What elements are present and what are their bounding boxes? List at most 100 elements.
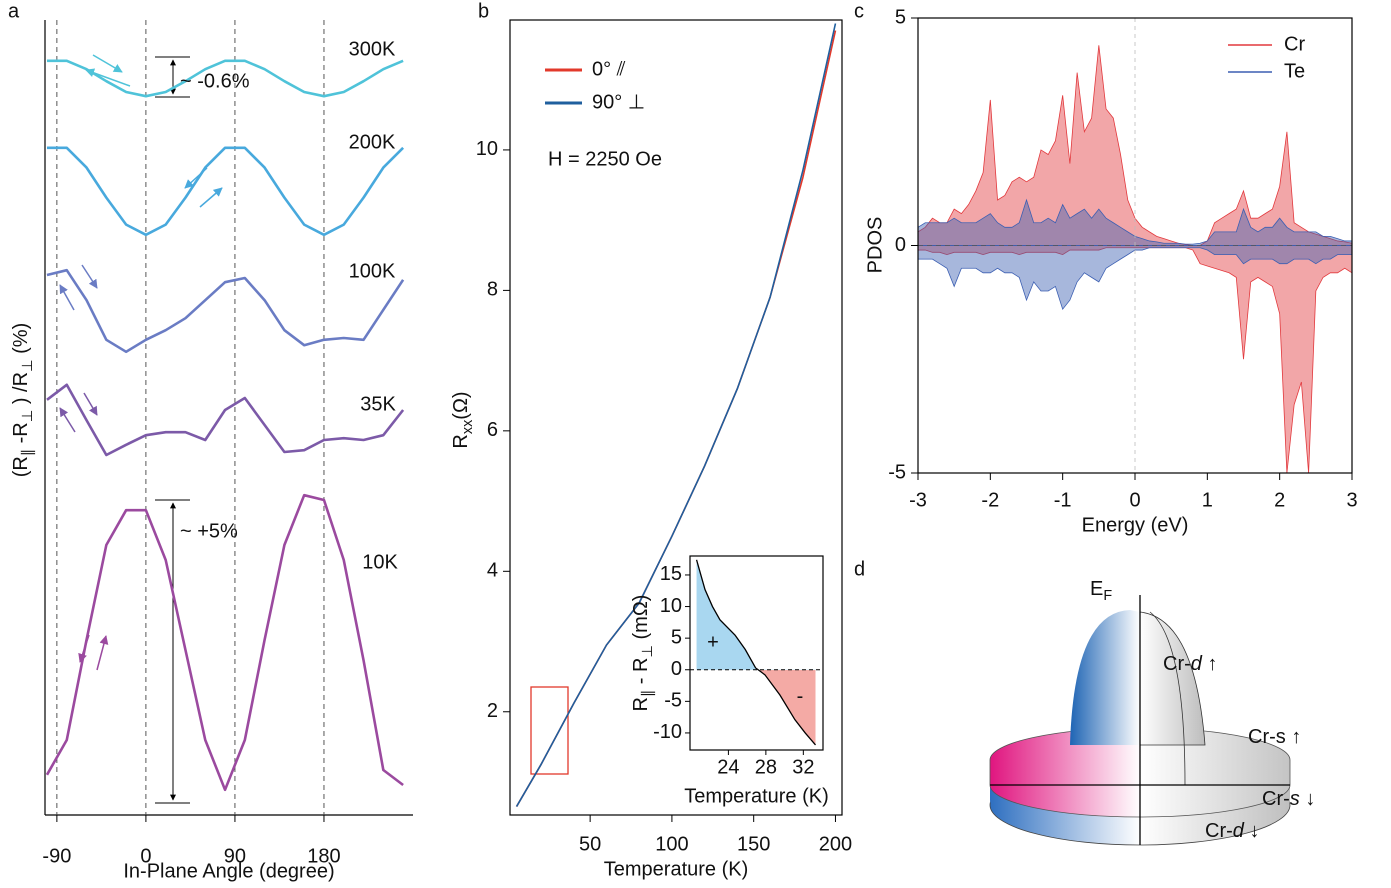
x-tick-label: 3 [1346,489,1357,511]
x-tick-label: -3 [909,489,927,511]
y-axis-label: PDOS [864,217,886,274]
band-label: Cr-s ↑ [1248,726,1301,748]
curve [695,559,817,746]
y-tick-label: 0 [671,658,682,680]
inset-frame [689,555,824,751]
band-label-part: d [1191,653,1203,675]
y-tick-label: 8 [487,279,498,301]
y-tick-label: 2 [487,700,498,722]
x-tick-label: 150 [737,833,770,855]
curve-label: 200K [349,131,396,153]
arrow [92,54,123,73]
x-tick-label: 28 [755,756,777,778]
x-axis-label: Temperature (K) [684,785,829,807]
band-label: Cr-s ↓ [1262,788,1315,810]
arrow [96,635,109,671]
y-axis-label-part: ⊥ [640,645,656,658]
plot-frame [509,19,843,816]
dome-edge [1149,611,1186,786]
y-tick-label: 5 [671,626,682,648]
panel-label: c [854,0,864,22]
y-axis-label-part: ∥ [20,449,36,456]
x-tick-label: -2 [981,489,999,511]
panel-label: d [854,558,865,580]
y-tick-label: 4 [487,560,498,582]
y-tick-label: -10 [653,721,682,743]
curve [515,23,837,807]
panel-label: b [478,0,489,22]
x-tick-label: 180 [307,845,340,867]
legend-label: 0° ⫽ [592,58,626,80]
amplitude-brackets [155,56,190,804]
arrow [59,407,76,433]
y-axis-label: Rxx(Ω) [450,391,476,448]
band-label-part: Cr- [1205,820,1233,842]
y-tick-label: 6 [487,419,498,441]
curve [46,146,405,237]
pdos-area [917,198,1353,246]
x-tick-label: 32 [792,756,814,778]
zoom-box [530,686,569,775]
annotation: ~ -0.6% [180,70,250,92]
y-axis-label: (R∥ -R⊥ ) /R⊥ (%) [10,323,36,478]
y-tick-label: 15 [660,563,682,585]
x-tick-label: -90 [42,845,71,867]
area-positive [696,559,816,670]
curve-label: 35K [360,393,396,415]
y-axis-label-part: R [630,697,652,711]
band-label-part: ↑ [1202,653,1218,675]
legend-label: Te [1284,60,1305,82]
x-tick-label: 1 [1202,489,1213,511]
band-label-part: Cr-s ↑ [1248,726,1301,748]
legend-label: 90° ⊥ [592,91,645,113]
curve [46,383,405,457]
band-label-part: ↓ [1244,820,1260,842]
annotation: - [797,685,804,707]
curve [46,59,404,98]
x-tick-label: 50 [579,833,601,855]
y-axis-label-part: ∥ [640,690,656,697]
band-label-part: s [1290,788,1300,810]
curve [45,493,404,792]
y-tick-label: 10 [660,595,682,617]
fermi-label: EF [1090,578,1112,604]
x-tick-label: 0 [140,845,151,867]
arrow [81,264,98,289]
x-tick-label: 0 [1129,489,1140,511]
y-axis-label: R∥ - R⊥ (mΩ) [630,595,656,712]
band-label: Cr-d ↑ [1163,653,1217,675]
fermi-label-part: F [1103,588,1112,604]
area-negative [758,670,816,745]
dome-right [1139,611,1206,746]
annotation: H = 2250 Oe [548,148,662,170]
y-tick-label: 10 [476,138,498,160]
y-axis-label-part: (Ω) [450,391,472,419]
y-tick-label: -5 [888,461,906,483]
band-label-part: Cr- [1262,788,1290,810]
x-tick-label: 24 [717,756,739,778]
arrow [83,392,98,416]
arrow [59,284,75,311]
fermi-label-part: E [1090,578,1103,600]
y-axis-label-part: ⊥ [20,359,36,372]
y-axis-label-part: - R [630,658,652,690]
curve-label: 100K [349,260,396,282]
x-axis-label: Energy (eV) [1082,514,1189,536]
x-tick-label: 100 [655,833,688,855]
band-diagram [989,595,1291,846]
arrow [199,187,223,208]
curve [46,268,405,354]
x-axis-label: In-Plane Angle (degree) [123,860,334,882]
band-label-part: ↓ [1300,788,1316,810]
curve-label: 300K [349,38,396,60]
panel-label: a [8,0,20,22]
y-axis-label-part: xx [460,419,476,434]
x-axis-label: Temperature (K) [604,858,749,880]
band-label-part: d [1233,820,1245,842]
x-tick-label: 2 [1274,489,1285,511]
y-axis-label-part: R [450,434,472,448]
pdos-area [917,245,1353,474]
curve-label: 10K [362,551,398,573]
y-axis-label-part: -R [10,422,32,449]
